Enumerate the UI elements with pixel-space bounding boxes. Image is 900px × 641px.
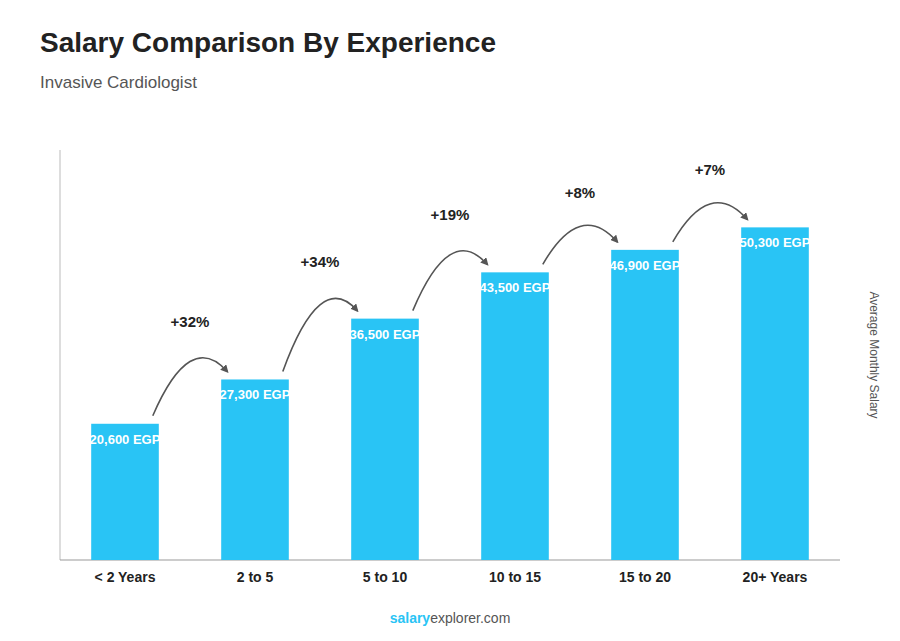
data-label: 43,500 EGP [480,280,551,295]
change-arrow [153,358,227,416]
footer-part: explorer.com [430,610,510,626]
footer: salaryexplorer.com [390,610,511,626]
bar [481,272,549,560]
data-label: 50,300 EGP [740,235,811,250]
data-label: 36,500 EGP [350,327,421,342]
data-label: 46,900 EGP [610,258,681,273]
subtitle: Invasive Cardiologist [40,73,197,92]
title: Salary Comparison By Experience [40,27,496,58]
annotation: +32% [171,313,210,330]
y-axis-line [60,150,61,560]
bar [351,319,419,560]
x-tick-label: 15 to 20 [619,569,671,585]
annotation: +19% [431,206,470,223]
y-axis-label: Average Monthly Salary [867,291,881,418]
change-arrow [543,225,617,264]
x-axis-line [60,560,840,561]
data-label: 20,600 EGP [90,432,161,447]
x-tick-label: 5 to 10 [363,569,408,585]
data-label: 27,300 EGP [220,387,291,402]
bar [611,250,679,560]
x-tick-label: 2 to 5 [237,569,274,585]
annotation: +8% [565,184,595,201]
x-tick-label: 20+ Years [743,569,808,585]
footer-part: salary [390,610,431,626]
change-arrow [283,298,357,371]
annotation: +34% [301,253,340,270]
bar [221,379,289,560]
change-arrow [673,203,747,242]
x-tick-label: < 2 Years [95,569,156,585]
change-arrow [413,251,487,311]
bar [741,227,809,560]
bars [91,227,809,560]
chart-svg: Salary Comparison By Experience Invasive … [0,0,900,641]
x-tick-label: 10 to 15 [489,569,541,585]
annotation: +7% [695,161,725,178]
chart-container: Salary Comparison By Experience Invasive … [0,0,900,641]
